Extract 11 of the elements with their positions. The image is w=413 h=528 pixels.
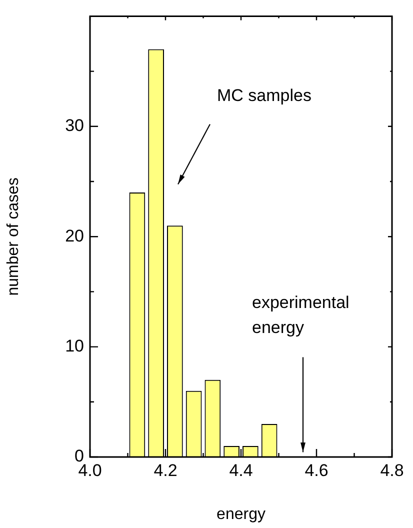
x-tick-label: 4.6	[304, 460, 328, 480]
x-axis-title: energy	[216, 506, 266, 523]
y-tick-label: 20	[65, 226, 84, 246]
x-tick-label: 4.8	[380, 460, 404, 480]
x-tick-label: 4.4	[229, 460, 253, 480]
y-axis-title: number of cases	[5, 177, 22, 296]
annotation: experimental energy	[252, 293, 350, 338]
annotation: MC samples	[217, 86, 312, 106]
y-tick-label: 10	[65, 336, 84, 356]
y-tick-label: 30	[65, 116, 84, 136]
x-tick-label: 4.2	[154, 460, 178, 480]
